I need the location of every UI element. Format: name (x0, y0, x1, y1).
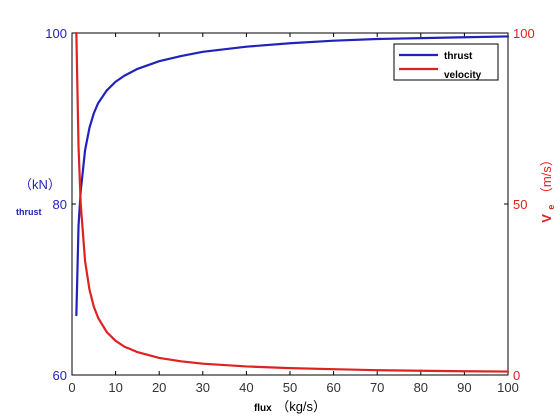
data-point-velocity (84, 260, 86, 262)
data-point-thrust (84, 149, 86, 151)
data-point-thrust (463, 36, 466, 39)
right-y-tick-label: 100 (513, 26, 535, 41)
data-point-velocity (88, 288, 91, 291)
data-point-velocity (507, 370, 509, 373)
data-point-velocity (420, 369, 422, 372)
x-tick-label: 30 (196, 380, 210, 395)
x-tick-label: 10 (108, 380, 122, 395)
data-point-velocity (180, 360, 182, 363)
data-point-velocity (332, 368, 335, 370)
left-y-axis-label-symbol: thrust (16, 207, 42, 217)
data-point-velocity (245, 365, 248, 368)
data-point-thrust (507, 35, 509, 38)
series-velocity (75, 31, 510, 373)
x-tick-label: 70 (370, 380, 384, 395)
x-tick-label: 80 (414, 380, 428, 395)
x-tick-label: 100 (497, 380, 519, 395)
data-point-thrust (114, 80, 117, 83)
data-point-thrust (123, 74, 126, 77)
data-point-velocity (106, 331, 108, 334)
data-point-thrust (180, 55, 182, 57)
data-point-thrust (88, 127, 91, 129)
legend-label-thrust: thrust (444, 51, 473, 62)
data-point-thrust (77, 224, 80, 227)
data-point-velocity (97, 317, 99, 319)
right-y-tick-label: 50 (513, 197, 527, 212)
data-point-thrust (158, 60, 160, 63)
data-point-thrust (202, 51, 204, 53)
data-point-velocity (376, 369, 379, 372)
left-y-axis-label-unit: （kN） (19, 177, 61, 192)
left-y-tick-label: 80 (53, 197, 67, 212)
data-point-velocity (463, 370, 466, 373)
right-y-axis-label-symbol: V (539, 214, 554, 223)
data-point-velocity (289, 367, 291, 369)
x-axis-label: flux （kg/s） (254, 398, 326, 415)
legend-label-velocity: velocity (444, 70, 482, 81)
data-point-thrust (376, 38, 379, 40)
data-point-velocity (75, 32, 78, 34)
data-point-thrust (106, 89, 108, 92)
left-y-axis-ticks: 60 80 100 (45, 26, 76, 383)
data-point-thrust (97, 102, 99, 104)
right-y-axis-label: V e （m/s） (538, 153, 558, 223)
x-tick-label: 60 (326, 380, 340, 395)
x-tick-label: 40 (239, 380, 253, 395)
legend-box (393, 43, 499, 81)
data-point-velocity (77, 146, 80, 148)
x-axis-ticks: 0 10 20 30 40 50 60 70 80 90 100 (68, 33, 519, 395)
right-y-axis-label-subscript: e (546, 205, 556, 210)
series-layer (75, 31, 510, 373)
data-point-thrust (75, 314, 78, 316)
data-point-velocity (123, 345, 126, 348)
x-tick-label: 20 (152, 380, 166, 395)
right-y-axis-label-unit: （m/s） (539, 153, 554, 200)
data-point-thrust (332, 39, 335, 42)
left-y-tick-label: 60 (53, 368, 67, 383)
data-point-velocity (202, 362, 204, 365)
data-point-thrust (420, 37, 422, 39)
right-y-tick-label: 0 (513, 368, 520, 383)
legend: thrust velocity (393, 43, 499, 81)
data-point-thrust (93, 112, 95, 115)
right-y-axis-ticks: 0 50 100 (504, 26, 535, 383)
data-point-velocity (114, 340, 117, 342)
x-axis-label-unit: （kg/s） (276, 399, 326, 414)
data-point-thrust (136, 68, 139, 70)
data-point-thrust (245, 45, 248, 48)
x-tick-label: 50 (283, 380, 297, 395)
data-point-velocity (136, 351, 139, 353)
data-point-velocity (93, 305, 95, 308)
x-tick-label: 0 (68, 380, 75, 395)
x-axis-label-symbol: flux (254, 403, 272, 414)
x-tick-label: 90 (457, 380, 471, 395)
data-point-velocity (158, 357, 160, 359)
data-point-velocity (79, 203, 82, 205)
plot-area (71, 32, 509, 376)
left-y-tick-label: 100 (45, 26, 67, 41)
data-point-thrust (289, 42, 291, 45)
